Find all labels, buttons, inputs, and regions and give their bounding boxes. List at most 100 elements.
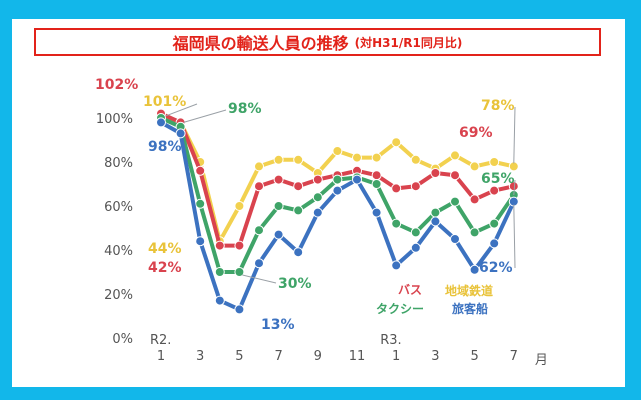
data-point — [450, 170, 460, 181]
data-point — [254, 161, 264, 172]
data-point — [489, 218, 500, 229]
data-point — [195, 198, 206, 209]
x-unit-label: 月 — [535, 353, 548, 368]
data-point — [214, 295, 225, 306]
data-point — [410, 181, 421, 192]
data-point — [273, 201, 284, 211]
data-point — [410, 227, 421, 238]
data-label: 78% — [481, 98, 515, 114]
data-point — [234, 240, 245, 251]
data-point — [371, 207, 382, 218]
data-point — [450, 234, 460, 244]
data-point — [175, 128, 186, 139]
data-point — [489, 185, 500, 196]
data-point — [489, 238, 500, 249]
data-point — [469, 227, 480, 238]
x-tick-label: 11 — [349, 349, 366, 364]
data-point — [391, 218, 402, 229]
data-point — [234, 201, 245, 211]
leader-line — [513, 204, 516, 269]
data-point — [195, 236, 206, 247]
data-label: 98% — [228, 101, 262, 117]
data-point — [293, 205, 304, 216]
data-label: 65% — [481, 171, 515, 187]
data-point — [430, 207, 441, 218]
chart-subtitle: (対H31/R1同月比) — [354, 35, 463, 50]
data-point — [273, 174, 284, 185]
data-point — [469, 194, 480, 205]
data-label: 69% — [459, 125, 493, 141]
data-point — [273, 154, 284, 165]
leader-line — [513, 106, 516, 164]
data-point — [312, 174, 323, 185]
x-tick-label: 7 — [274, 349, 282, 364]
data-point — [214, 267, 225, 277]
y-tick-label: 20% — [104, 288, 133, 303]
data-label: 13% — [261, 317, 295, 333]
data-point — [254, 181, 264, 192]
legend-entry: バス — [398, 283, 422, 297]
data-point — [391, 260, 402, 271]
y-tick-label: 0% — [112, 332, 133, 347]
data-point — [312, 192, 323, 203]
legend-entry: 地域鉄道 — [445, 283, 493, 298]
leader-line — [513, 179, 516, 196]
data-point — [273, 229, 284, 240]
x-tick-label: 3 — [431, 349, 439, 364]
chart-card: 福岡県の輸送人員の推移 (対H31/R1同月比) — [12, 19, 625, 387]
x-tick-label: 5 — [470, 349, 478, 364]
x-tick-label: 3 — [196, 349, 204, 364]
data-label: 62% — [479, 260, 513, 276]
data-point — [352, 174, 362, 185]
x-tick-label: 1 — [392, 349, 400, 364]
data-point — [430, 216, 441, 227]
data-point — [254, 258, 264, 269]
data-point — [332, 185, 343, 196]
leader-line — [183, 109, 227, 123]
data-point — [371, 170, 382, 181]
data-point — [430, 168, 441, 178]
data-label: 102% — [95, 77, 138, 93]
data-label: 44% — [148, 241, 182, 257]
legend-entry: タクシー — [376, 302, 424, 316]
data-point — [410, 154, 421, 165]
data-label: 98% — [148, 139, 182, 155]
era-label: R2. — [150, 333, 171, 348]
data-point — [234, 267, 245, 277]
title-box: 福岡県の輸送人員の推移 (対H31/R1同月比) — [34, 28, 601, 56]
data-point — [469, 161, 480, 172]
data-point — [312, 207, 323, 218]
chart-title: 福岡県の輸送人員の推移 — [172, 34, 349, 53]
data-point — [391, 183, 402, 194]
x-tick-label: 5 — [235, 349, 243, 364]
data-point — [195, 165, 206, 176]
data-point — [332, 174, 343, 185]
data-label: 42% — [148, 260, 182, 276]
x-tick-label: 7 — [510, 349, 518, 364]
data-point — [234, 304, 245, 315]
data-point — [332, 146, 343, 156]
legend-entry: 旅客船 — [452, 301, 488, 316]
y-tick-label: 40% — [104, 244, 133, 259]
data-point — [352, 152, 362, 163]
data-point — [450, 196, 460, 207]
data-point — [254, 225, 264, 236]
data-label: 101% — [143, 94, 186, 110]
y-tick-label: 60% — [104, 200, 133, 215]
x-tick-label: 9 — [314, 349, 322, 364]
data-point — [450, 150, 460, 161]
x-tick-label: 1 — [157, 349, 165, 364]
data-label: 30% — [278, 276, 312, 292]
leader-line — [242, 274, 277, 284]
y-tick-label: 80% — [104, 156, 133, 171]
data-point — [371, 179, 382, 189]
data-point — [293, 181, 304, 192]
data-point — [371, 152, 382, 163]
y-tick-label: 100% — [96, 112, 133, 127]
leader-line — [165, 103, 198, 117]
data-point — [391, 137, 402, 148]
data-point — [214, 240, 225, 251]
data-point — [469, 264, 480, 275]
data-point — [293, 154, 304, 165]
